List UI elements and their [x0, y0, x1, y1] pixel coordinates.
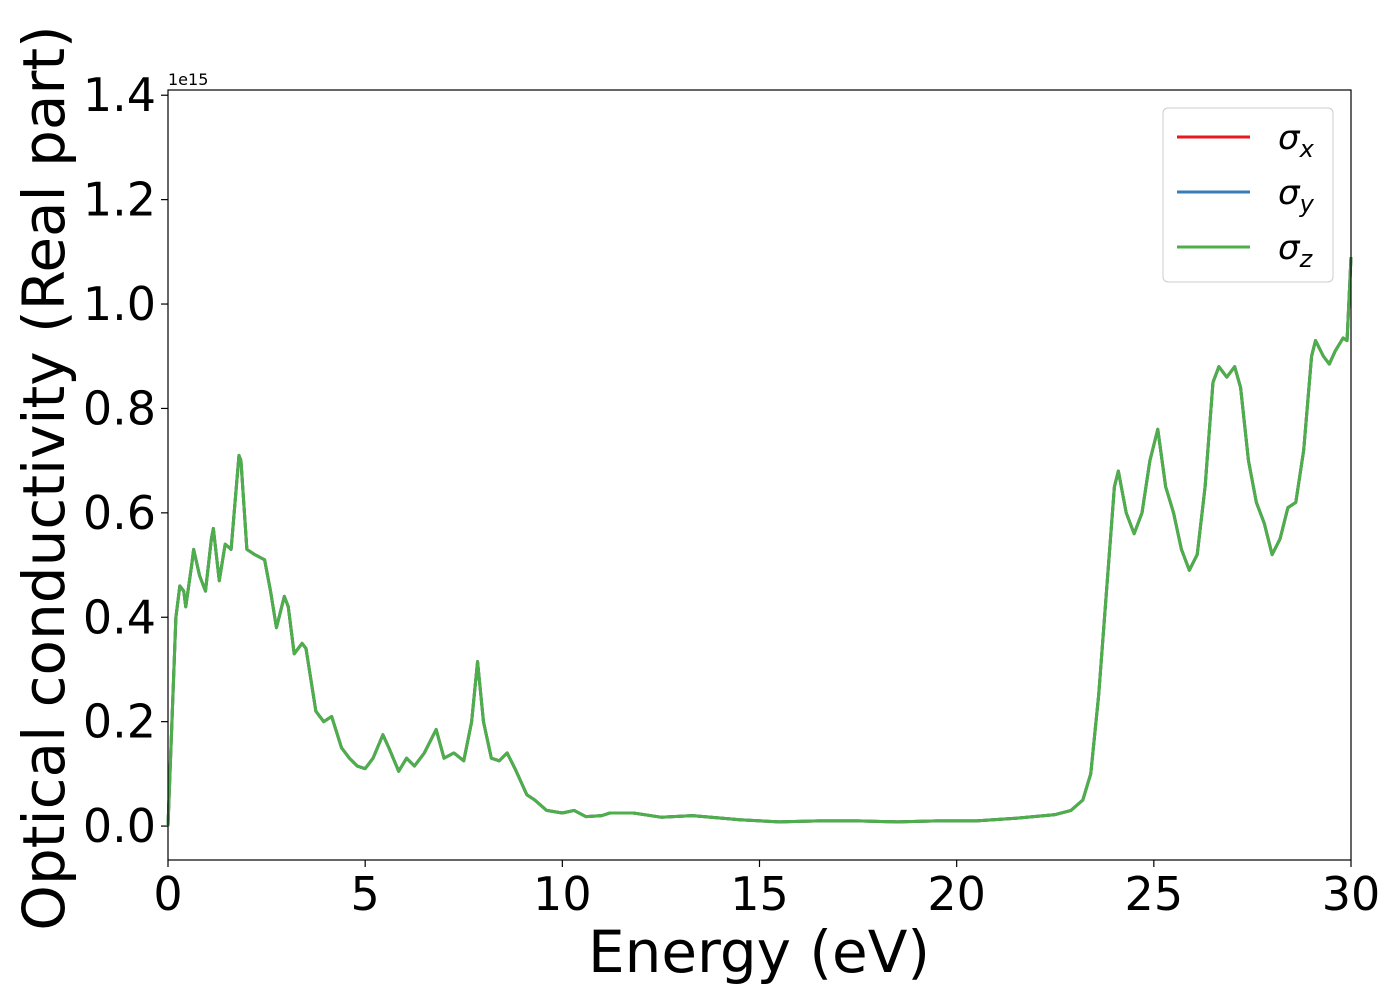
x-tick-label: 30 — [1322, 867, 1381, 921]
y-offset-label: 1e15 — [168, 70, 208, 89]
series-line — [166, 256, 1353, 827]
y-tick-label: 1.2 — [83, 173, 156, 227]
legend: σx σy σz — [1162, 107, 1334, 283]
x-tick-label: 15 — [730, 867, 789, 921]
legend-label: σx — [1278, 118, 1315, 163]
y-tick-label: 0.2 — [83, 695, 156, 749]
x-tick-label: 0 — [153, 867, 182, 921]
y-tick-label: 0.8 — [83, 381, 156, 435]
legend-box — [1162, 107, 1334, 283]
y-tick-label: 1.0 — [83, 277, 156, 331]
y-tick-label: 0.6 — [83, 486, 156, 540]
y-tick-label: 0.4 — [83, 590, 156, 644]
x-tick-label: 10 — [533, 867, 592, 921]
y-tick-label: 0.0 — [83, 799, 156, 853]
legend-label: σy — [1278, 173, 1315, 218]
x-tick-label: 5 — [351, 867, 380, 921]
x-axis-label: Energy (eV) — [588, 918, 930, 986]
series-line — [166, 256, 1353, 827]
x-tick-label: 20 — [927, 867, 986, 921]
x-tick-label: 25 — [1125, 867, 1184, 921]
series-line — [166, 256, 1353, 827]
plot-frame — [167, 89, 1352, 861]
legend-label: σz — [1278, 228, 1314, 273]
y-tick-label: 1.4 — [83, 68, 156, 122]
y-axis-label: Optical conductivity (Real part) — [10, 25, 78, 930]
